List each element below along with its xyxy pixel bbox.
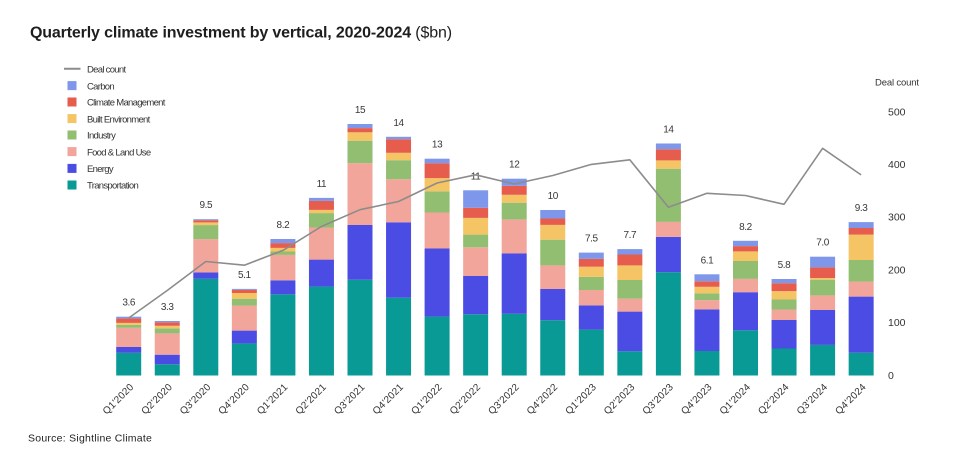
svg-text:Quarterly climate investment b: Quarterly climate investment by vertical…: [30, 25, 452, 42]
svg-text:6.1: 6.1: [701, 255, 715, 266]
svg-text:7.5: 7.5: [585, 234, 599, 245]
svg-text:9.5: 9.5: [199, 200, 213, 211]
svg-text:14: 14: [663, 125, 674, 136]
svg-text:Food & Land Use: Food & Land Use: [87, 147, 151, 158]
svg-text:8.2: 8.2: [739, 222, 753, 233]
svg-text:8.2: 8.2: [277, 220, 291, 231]
svg-text:7.7: 7.7: [623, 230, 637, 241]
svg-text:7.0: 7.0: [816, 238, 830, 249]
svg-text:Transportation: Transportation: [87, 181, 139, 192]
svg-text:13: 13: [432, 140, 443, 151]
svg-text:Deal count: Deal count: [87, 65, 126, 76]
svg-text:Source: Sightline Climate: Source: Sightline Climate: [28, 433, 152, 445]
svg-text:11: 11: [317, 179, 327, 190]
svg-text:3.6: 3.6: [122, 298, 136, 309]
svg-text:500: 500: [888, 106, 906, 118]
svg-text:100: 100: [888, 317, 906, 329]
svg-text:10: 10: [548, 191, 559, 202]
svg-text:Built Environment: Built Environment: [87, 114, 151, 125]
svg-text:200: 200: [888, 264, 906, 276]
svg-text:5.1: 5.1: [238, 270, 252, 281]
svg-text:Industry: Industry: [87, 131, 116, 142]
svg-text:Deal count: Deal count: [875, 78, 919, 89]
svg-text:5.8: 5.8: [778, 260, 792, 271]
svg-text:14: 14: [393, 118, 404, 129]
svg-text:Energy: Energy: [87, 164, 114, 175]
svg-text:Climate Management: Climate Management: [87, 98, 166, 109]
svg-text:15: 15: [355, 105, 366, 116]
svg-text:300: 300: [888, 212, 906, 224]
svg-text:9.3: 9.3: [855, 203, 869, 214]
svg-text:3.3: 3.3: [161, 302, 175, 313]
svg-text:Carbon: Carbon: [87, 81, 114, 92]
svg-text:0: 0: [888, 370, 894, 382]
svg-text:400: 400: [888, 159, 906, 171]
svg-text:12: 12: [509, 160, 520, 171]
svg-text:11: 11: [471, 171, 481, 182]
